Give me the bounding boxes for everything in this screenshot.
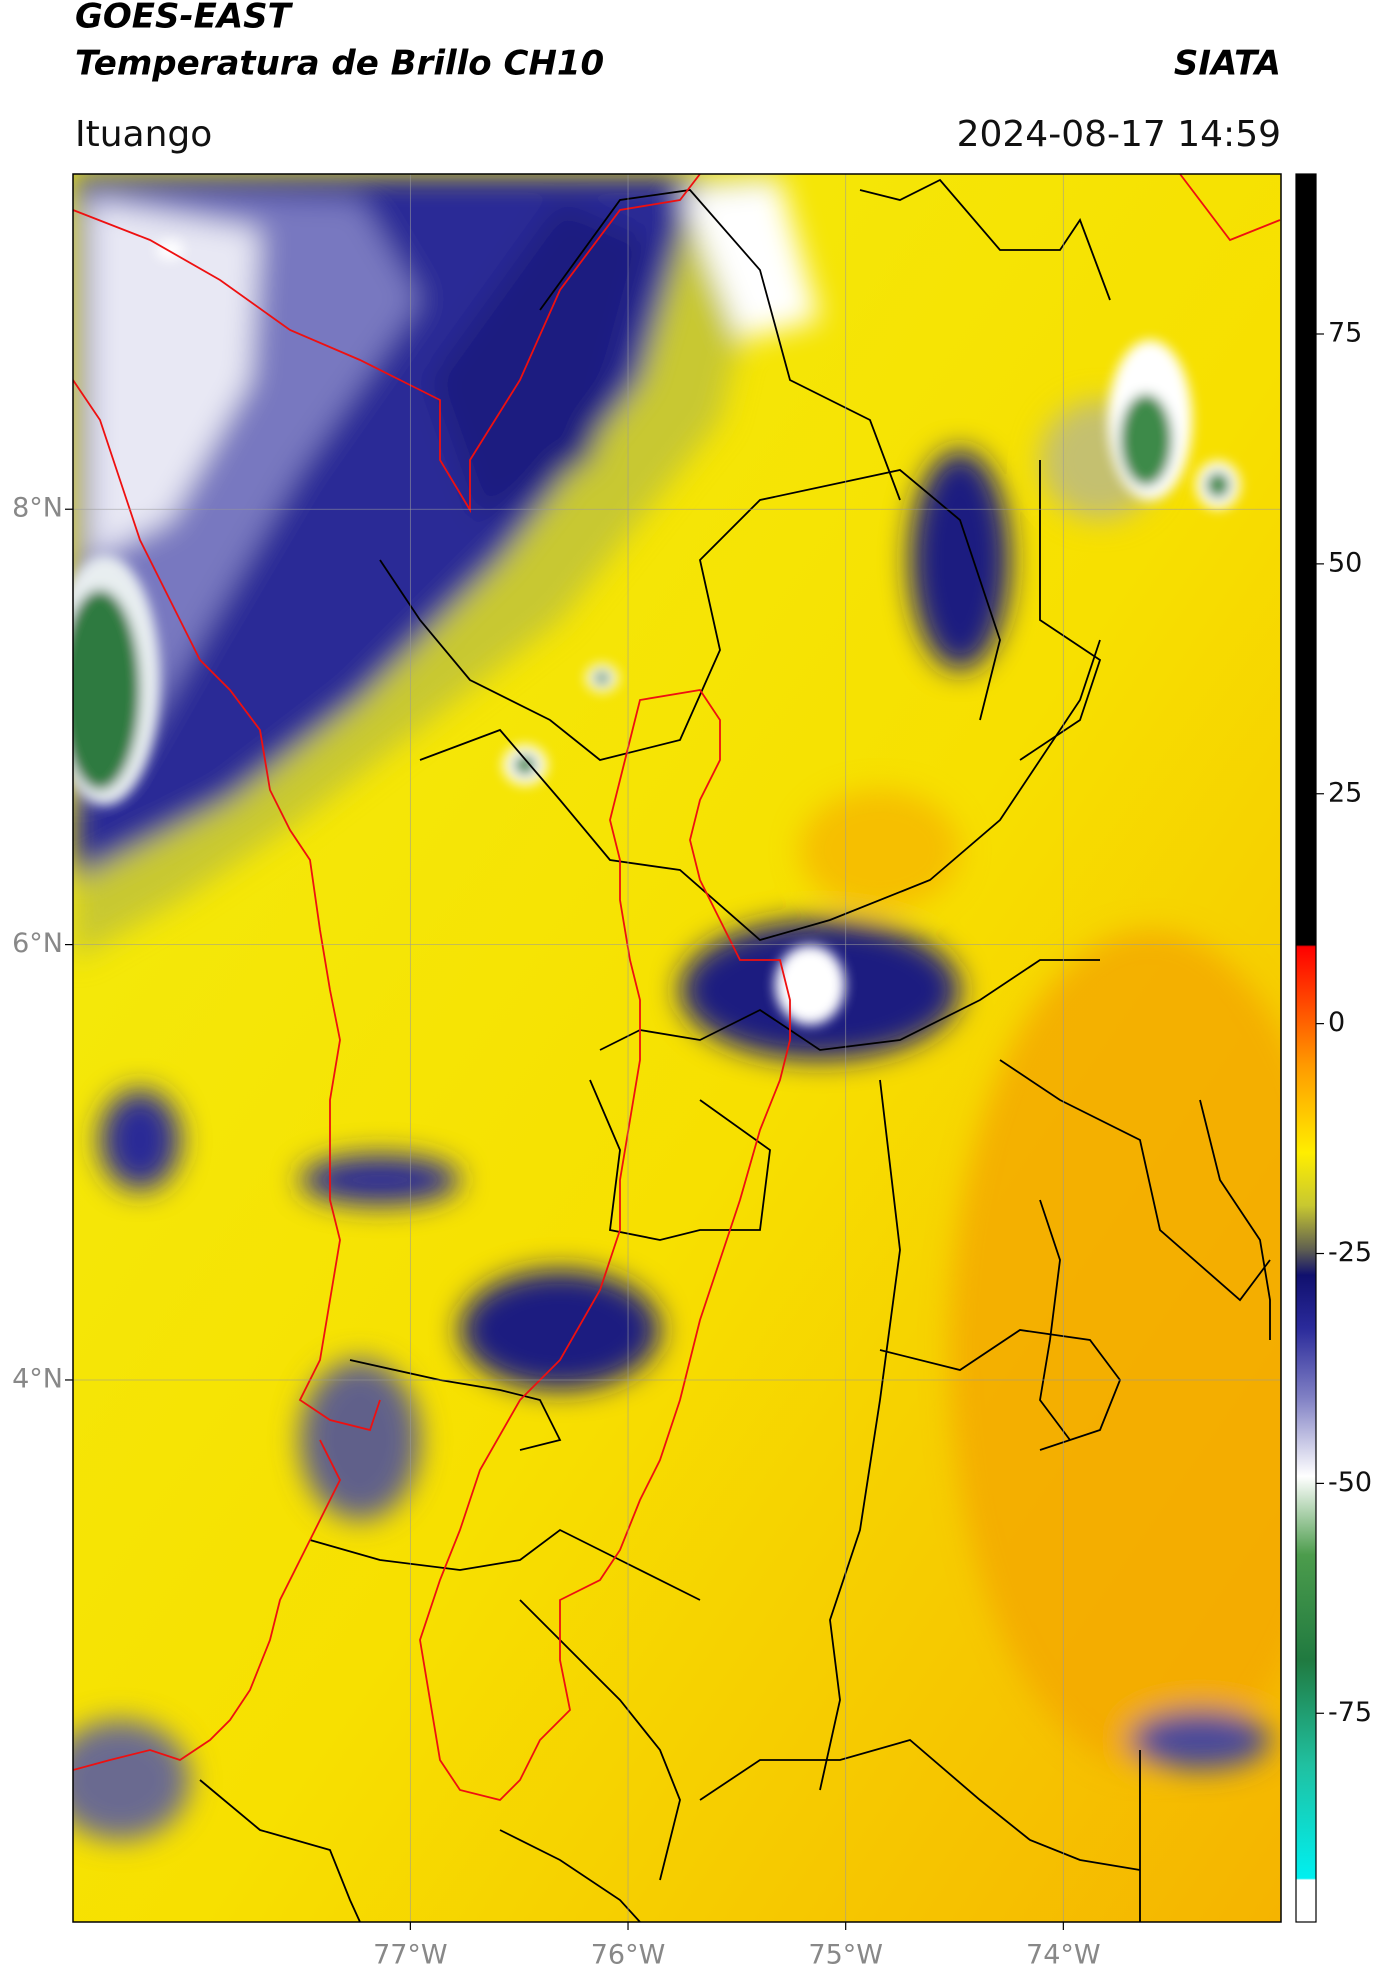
y-tick-label: 8°N (12, 493, 63, 524)
colorbar-tick-label: 25 (1328, 777, 1362, 808)
colorbar (1295, 173, 1317, 1923)
subtitle: Temperatura de Brillo CH10 (75, 44, 604, 84)
colorbar-tick-label: 75 (1328, 317, 1362, 348)
x-tick-label: 76°W (591, 1940, 666, 1971)
grid (73, 174, 1281, 1922)
y-tick-label: 4°N (12, 1363, 63, 1394)
colorbar-tick-label: -25 (1328, 1237, 1372, 1268)
title: GOES-EAST (75, 0, 294, 37)
colorbar-tick-label: -50 (1328, 1467, 1372, 1498)
colorbar-tick-label: 50 (1328, 547, 1362, 578)
brand: SIATA (1174, 44, 1281, 84)
x-tick-label: 74°W (1026, 1940, 1101, 1971)
colorbar-tick-label: 0 (1328, 1007, 1345, 1038)
location: Ituango (75, 114, 212, 155)
y-tick-label: 6°N (12, 928, 63, 959)
colorbar-tick-label: -75 (1328, 1697, 1372, 1728)
satellite-image (73, 174, 1281, 1922)
x-tick-label: 75°W (808, 1940, 883, 1971)
x-tick-label: 77°W (373, 1940, 448, 1971)
datetime: 2024-08-17 14:59 (957, 114, 1281, 155)
map-frame (72, 173, 1282, 1923)
